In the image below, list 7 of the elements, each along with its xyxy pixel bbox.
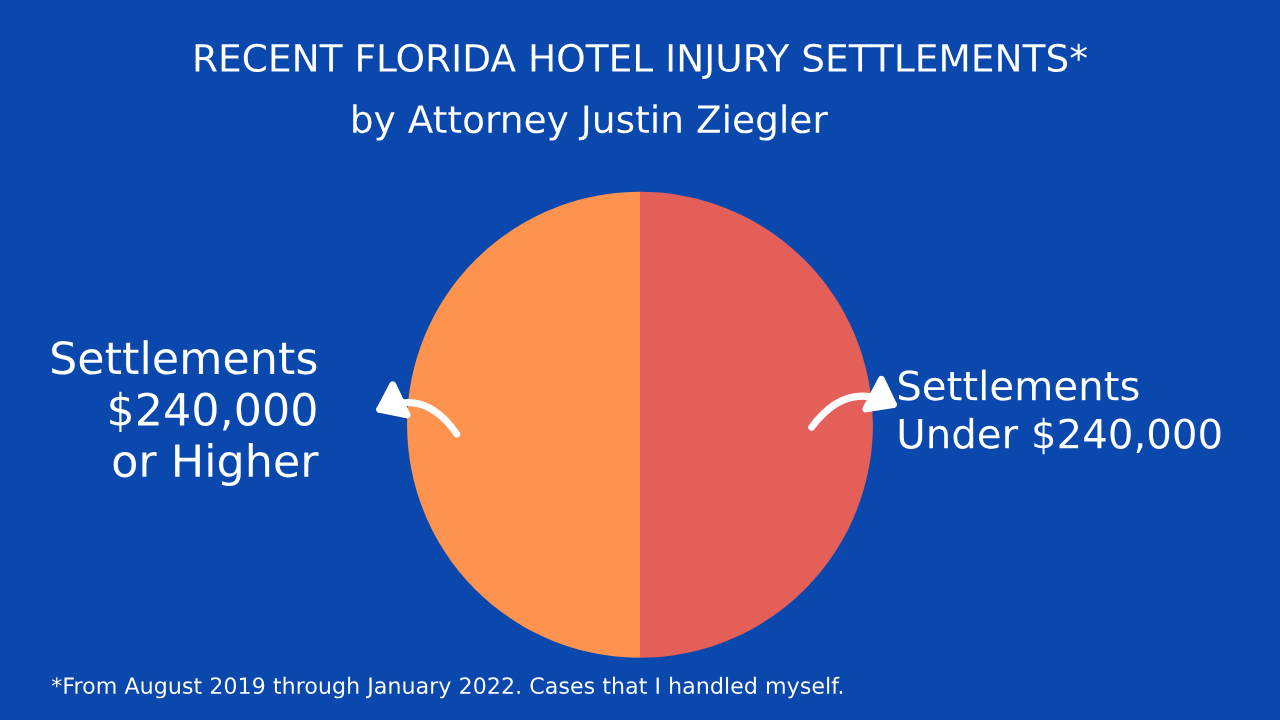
text: *From August 2019 through January 2022. Cases that I handled myself. [51,676,843,699]
slice-label: Settlements $240,000 or Higher [51,340,319,487]
chart-title: RECENT FLORIDA HOTEL INJURY SETTLEMENTS* [195,43,1087,80]
pie-slice [407,191,640,658]
pie-slice [640,191,873,658]
slice-label: Settlements Under $240,000 [898,369,1221,455]
chart-subtitle: by Attorney Justin Ziegler [353,104,828,141]
